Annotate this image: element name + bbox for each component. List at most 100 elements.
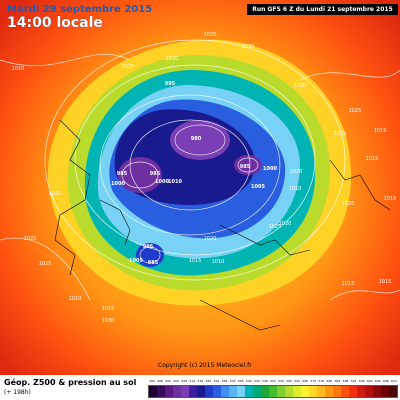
pressure-value-label: 1025 — [39, 261, 52, 267]
color-scale-swatch — [149, 386, 157, 397]
color-scale: 492 496 500 504 508 512 516 520 524 528 532 536 540 5… — [148, 377, 398, 398]
color-scale-swatch — [269, 386, 277, 397]
color-scale-tick-label: 504 — [173, 379, 180, 383]
color-scale-tick-label: 600 — [366, 379, 373, 383]
forecast-date: Mardi 29 septembre 2015 — [7, 4, 153, 15]
color-scale-swatch — [213, 386, 221, 397]
color-scale-tick-label: 568 — [302, 379, 309, 383]
low-pressure-label: 985 — [240, 164, 251, 170]
color-scale-swatch — [165, 386, 173, 397]
pressure-value-label: 1025 — [122, 64, 135, 70]
color-scale-swatch — [173, 386, 181, 397]
copyright-text: Copyright (c) 2015 Meteociel.fr — [158, 362, 252, 369]
pressure-value-label: 1030 — [242, 44, 255, 50]
pressure-value-label: 1025 — [334, 131, 347, 137]
color-scale-tick-label: 612 — [391, 379, 397, 383]
color-scale-swatch — [357, 386, 365, 397]
color-scale-tick-label: 532 — [229, 379, 236, 383]
color-scale-tick-label: 572 — [310, 379, 317, 383]
color-scale-swatch — [293, 386, 301, 397]
color-scale-tick-label: 508 — [181, 379, 188, 383]
pressure-value-label: 1025 — [204, 32, 217, 38]
pressure-value-label: 1025 — [49, 191, 62, 197]
low-pressure-label: 985 — [150, 171, 161, 177]
color-scale-swatch — [341, 386, 349, 397]
color-scale-swatch — [181, 386, 189, 397]
pressure-value-label: 1015 — [379, 279, 392, 285]
low-pressure-label: 985 — [148, 260, 159, 266]
pressure-value-label: 1025 — [342, 201, 355, 207]
pressure-value-label: 1020 — [166, 56, 179, 62]
low-pressure-label: 1000 — [263, 166, 277, 172]
color-scale-tick-label: 516 — [197, 379, 204, 383]
low-pressure-label: 1010 — [168, 179, 182, 185]
z500-low-core-a — [170, 120, 230, 160]
color-scale-tick-label: 500 — [165, 379, 172, 383]
color-scale-swatch — [317, 386, 325, 397]
color-scale-tick-label: 588 — [342, 379, 349, 383]
pressure-value-label: 1010 — [289, 186, 302, 192]
color-scale-tick-label: 552 — [270, 379, 276, 383]
color-scale-swatch — [325, 386, 333, 397]
footer-bar: Géop. Z500 & pression au sol (+ 198h) 49… — [0, 375, 400, 400]
model-run-label: Run GFS 6 Z du Lundi 21 septembre 2015 — [247, 4, 398, 15]
color-scale-swatch — [197, 386, 205, 397]
color-scale-swatch — [205, 386, 213, 397]
pressure-value-label: 1015 — [384, 196, 397, 202]
pressure-value-label: 1010 — [212, 259, 225, 265]
low-pressure-label: 980 — [191, 136, 202, 142]
map-title: Géop. Z500 & pression au sol — [4, 378, 137, 387]
color-scale-swatch — [301, 386, 309, 397]
color-scale-tick-label: 524 — [213, 379, 220, 383]
pressure-value-label: 1020 — [279, 221, 292, 227]
color-scale-tick-label: 496 — [157, 379, 163, 383]
z500-low-core-b — [118, 157, 162, 193]
pressure-value-label: 1020 — [290, 169, 303, 175]
pressure-value-label: 1025 — [269, 224, 282, 230]
pressure-value-label: 1020 — [204, 236, 217, 242]
color-scale-swatch — [373, 386, 381, 397]
color-scale-swatch — [245, 386, 253, 397]
pressure-value-label: 1030 — [102, 318, 115, 324]
color-scale-tick-label: 596 — [358, 379, 365, 383]
low-pressure-label: 1000 — [111, 181, 125, 187]
color-scale-tick-label: 548 — [262, 379, 268, 383]
forecast-lead-time: (+ 198h) — [4, 389, 31, 396]
isobar-lines — [0, 39, 400, 301]
color-scale-tick-label: 576 — [318, 379, 325, 383]
color-scale-tick-label: 540 — [245, 379, 252, 383]
color-scale-tick-label: 584 — [334, 379, 341, 383]
color-scale-swatch — [333, 386, 341, 397]
color-scale-tick-label: 556 — [278, 379, 284, 383]
color-scale-bar — [148, 385, 398, 398]
color-scale-tick-label: 520 — [205, 379, 212, 383]
low-pressure-label: 995 — [143, 244, 154, 250]
pressure-value-label: 1010 — [69, 296, 82, 302]
color-scale-swatch — [221, 386, 229, 397]
pressure-value-label: 1015 — [189, 258, 202, 264]
low-pressure-label: 1005 — [251, 184, 265, 190]
color-scale-swatch — [189, 386, 197, 397]
pressure-value-label: 1015 — [342, 281, 355, 287]
color-scale-ticks: 492 496 500 504 508 512 516 520 524 528 532 536 540 5… — [148, 377, 398, 385]
forecast-time: 14:00 locale — [7, 15, 103, 31]
color-scale-tick-label: 544 — [253, 379, 260, 383]
color-scale-swatch — [389, 386, 397, 397]
color-scale-tick-label: 536 — [237, 379, 244, 383]
color-scale-tick-label: 604 — [374, 379, 381, 383]
color-scale-tick-label: 592 — [350, 379, 357, 383]
low-pressure-label: 985 — [117, 171, 128, 177]
color-scale-swatch — [261, 386, 269, 397]
pressure-value-label: 1010 — [12, 66, 25, 72]
low-pressure-label: 1000 — [155, 179, 169, 185]
color-scale-tick-label: 512 — [189, 379, 196, 383]
pressure-value-label: 1015 — [102, 306, 115, 312]
pressure-value-label: 1015 — [374, 128, 387, 134]
color-scale-swatch — [237, 386, 245, 397]
color-scale-swatch — [277, 386, 285, 397]
color-scale-swatch — [365, 386, 373, 397]
